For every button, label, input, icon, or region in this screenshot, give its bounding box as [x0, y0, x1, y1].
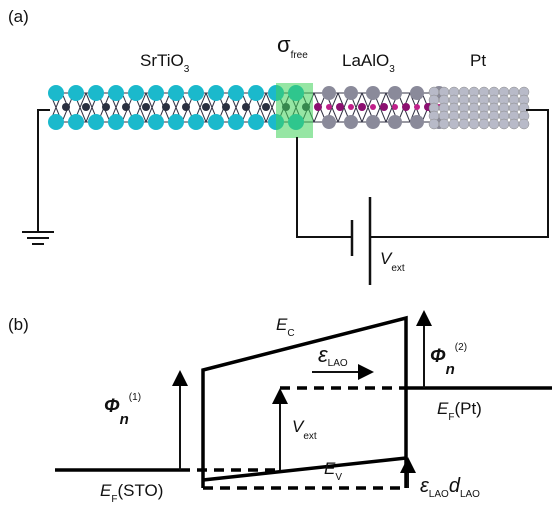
vext-label: Vext	[380, 249, 405, 274]
atom	[48, 85, 64, 101]
atom	[499, 119, 509, 129]
atom	[489, 119, 499, 129]
atom	[414, 104, 420, 110]
atom	[344, 115, 358, 129]
phi2-label: Φn(2)	[430, 342, 467, 378]
atom	[148, 114, 164, 130]
atom	[380, 103, 388, 111]
sigma-label: σfree	[277, 32, 308, 61]
atom	[128, 114, 144, 130]
pt-label: Pt	[470, 51, 486, 70]
figure: (a) SrTiO3 σfree LaAlO3 Pt Vext (b) EC ε…	[0, 0, 558, 523]
atom	[509, 119, 519, 129]
atom	[88, 85, 104, 101]
atom	[366, 115, 380, 129]
atom	[142, 103, 150, 111]
ev-label: EV	[324, 459, 342, 483]
atom	[48, 114, 64, 130]
ef-sto-label: EF(STO)	[100, 481, 163, 505]
atom	[188, 114, 204, 130]
atom	[248, 85, 264, 101]
atom	[162, 103, 170, 111]
atom	[439, 119, 449, 129]
atom	[262, 103, 270, 111]
atom	[102, 103, 110, 111]
atom	[222, 103, 230, 111]
atom	[242, 103, 250, 111]
atom	[108, 114, 124, 130]
atom	[410, 86, 424, 100]
atom	[188, 85, 204, 101]
eps-label: εLAO	[318, 342, 348, 369]
atom	[459, 119, 469, 129]
panel-label: (a)	[8, 7, 29, 26]
atom	[88, 114, 104, 130]
atom	[208, 114, 224, 130]
ec-label: EC	[276, 315, 295, 339]
atom	[344, 86, 358, 100]
atom	[402, 103, 410, 111]
atom	[388, 115, 402, 129]
atom	[358, 103, 366, 111]
atom	[449, 119, 459, 129]
sto-label: SrTiO3	[140, 51, 190, 75]
atom	[68, 85, 84, 101]
atom	[168, 114, 184, 130]
atom	[248, 114, 264, 130]
atom	[202, 103, 210, 111]
atom	[62, 103, 70, 111]
atom	[392, 104, 398, 110]
atom	[182, 103, 190, 111]
atom	[429, 119, 439, 129]
atom	[128, 85, 144, 101]
lao-label: LaAlO3	[342, 51, 395, 75]
phi1-label: Φn(1)	[104, 392, 141, 428]
atom	[370, 104, 376, 110]
atom	[410, 115, 424, 129]
eps-d-label: εLAOdLAO	[420, 475, 480, 500]
atom	[108, 85, 124, 101]
atom	[228, 85, 244, 101]
atom	[228, 114, 244, 130]
interface-highlight	[276, 83, 313, 138]
panel-label: (b)	[8, 315, 29, 334]
atom	[122, 103, 130, 111]
atom	[336, 103, 344, 111]
ef-pt-label: EF(Pt)	[437, 399, 482, 423]
atom	[366, 86, 380, 100]
atom	[479, 119, 489, 129]
atom	[322, 115, 336, 129]
atom	[82, 103, 90, 111]
vext-label: Vext	[292, 417, 317, 442]
atom	[388, 86, 402, 100]
atom	[208, 85, 224, 101]
atom	[322, 86, 336, 100]
atom	[148, 85, 164, 101]
atom	[326, 104, 332, 110]
atom	[348, 104, 354, 110]
atom	[168, 85, 184, 101]
atom	[68, 114, 84, 130]
atom	[469, 119, 479, 129]
atom	[519, 119, 529, 129]
atom	[314, 103, 322, 111]
